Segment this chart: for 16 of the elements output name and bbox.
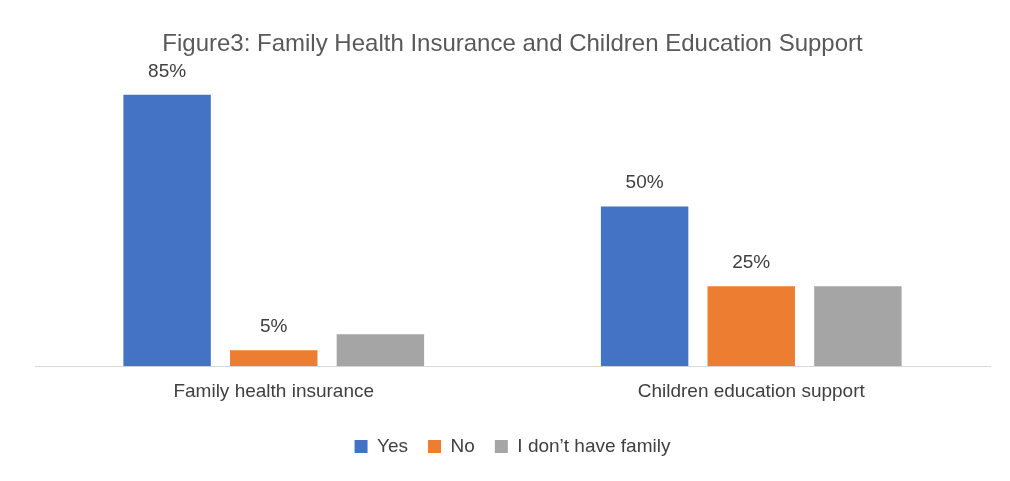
chart-title: Figure3: Family Health Insurance and Children Education Support: [162, 29, 864, 57]
data-label: 25%: [732, 251, 771, 273]
x-tick-label: Children education support: [637, 379, 866, 401]
bar: [230, 350, 318, 367]
bar: [123, 94, 211, 367]
bar: [336, 334, 425, 367]
legend-label: I don’t have family: [517, 434, 671, 456]
x-tick-label: Family health insurance: [173, 379, 375, 401]
bar: [600, 206, 689, 367]
legend-label: Yes: [377, 434, 409, 456]
data-label: 5%: [260, 314, 288, 336]
bar: [814, 286, 902, 367]
data-label: 50%: [625, 171, 664, 193]
legend-label: No: [450, 434, 475, 456]
data-label: 85%: [148, 59, 187, 81]
bar: [707, 286, 795, 367]
